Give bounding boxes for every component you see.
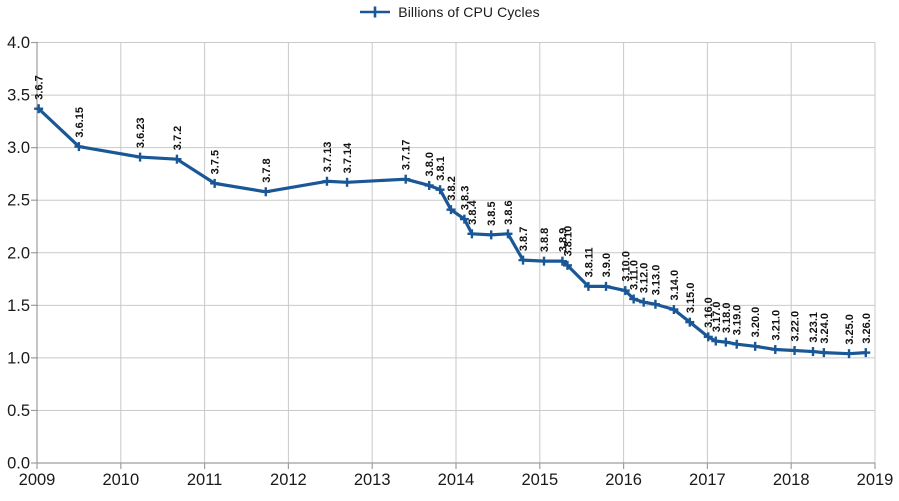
data-point-label: 3.7.17 <box>401 140 413 171</box>
data-point-label: 3.8.5 <box>486 201 498 225</box>
y-tick-label: 4.0 <box>7 34 30 52</box>
chart-legend: Billions of CPU Cycles <box>0 2 899 22</box>
data-point-label: 3.12.0 <box>639 263 651 294</box>
x-tick-label: 2016 <box>605 471 642 489</box>
y-tick-label: 2.5 <box>7 192 30 210</box>
data-point-label: 3.6.15 <box>74 107 86 138</box>
y-tick-label: 1.5 <box>7 297 30 315</box>
data-point-label: 3.23.1 <box>808 312 820 343</box>
x-tick-label: 2017 <box>689 471 726 489</box>
data-point-label: 3.14.0 <box>669 270 681 301</box>
y-tick-label: 3.5 <box>7 87 30 105</box>
y-tick-label: 0.0 <box>7 455 30 473</box>
data-point-label: 3.8.7 <box>518 227 530 251</box>
data-point-label: 3.25.0 <box>844 314 856 345</box>
data-point-label: 3.8.2 <box>446 176 458 200</box>
data-point-label: 3.7.8 <box>261 158 273 182</box>
data-point-label: 3.8.0 <box>424 152 436 176</box>
x-tick-label: 2010 <box>102 471 139 489</box>
x-tick-label: 2019 <box>857 471 894 489</box>
data-point-label: 3.15.0 <box>685 283 697 314</box>
data-point-label: 3.13.0 <box>650 265 662 296</box>
data-point-label: 3.8.1 <box>435 156 447 180</box>
data-point-label: 3.8.9 <box>557 228 569 252</box>
y-tick-label: 2.0 <box>7 244 30 262</box>
data-point-label: 3.20.0 <box>750 307 762 338</box>
data-point-label: 3.11.0 <box>629 260 641 290</box>
x-tick-label: 2018 <box>773 471 810 489</box>
data-point-label: 3.19.0 <box>732 305 744 336</box>
data-point-label: 3.26.0 <box>861 313 873 344</box>
y-tick-label: 3.0 <box>7 139 30 157</box>
data-point-label: 3.7.13 <box>322 142 334 173</box>
x-tick-label: 2011 <box>187 471 222 489</box>
x-tick-label: 2015 <box>521 471 558 489</box>
data-point-label: 3.24.0 <box>819 313 831 344</box>
data-point-label: 3.21.0 <box>770 310 782 341</box>
data-point-label: 3.16.0 <box>703 297 715 328</box>
data-point-label: 3.17.0 <box>711 301 723 332</box>
data-point-label: 3.7.14 <box>342 142 354 173</box>
data-point-label: 3.7.2 <box>172 126 184 150</box>
x-tick-label: 2012 <box>270 471 307 489</box>
data-point-label: 3.8.3 <box>459 186 471 210</box>
data-point-label: 3.22.0 <box>790 311 802 342</box>
x-tick-label: 2014 <box>438 471 475 489</box>
data-point-label: 3.8.4 <box>467 199 479 224</box>
data-point-label: 3.6.7 <box>34 75 46 99</box>
y-tick-label: 1.0 <box>7 349 30 367</box>
legend-line-marker-icon <box>360 6 391 18</box>
data-point-label: 3.8.10 <box>562 226 574 257</box>
data-point-label: 3.9.0 <box>601 253 613 277</box>
data-point-label: 3.8.8 <box>539 228 551 252</box>
data-point-label: 3.8.11 <box>583 247 595 277</box>
data-point-label: 3.6.23 <box>135 117 147 148</box>
x-tick-label: 2013 <box>354 471 391 489</box>
x-tick-label: 2009 <box>19 471 56 489</box>
data-point-label: 3.10.0 <box>620 251 632 282</box>
data-point-label: 3.8.6 <box>503 200 515 224</box>
data-point-label: 3.7.5 <box>210 150 222 174</box>
legend-series-label: Billions of CPU Cycles <box>398 4 540 20</box>
y-tick-label: 0.5 <box>7 402 30 420</box>
data-point-label: 3.18.0 <box>721 303 733 334</box>
